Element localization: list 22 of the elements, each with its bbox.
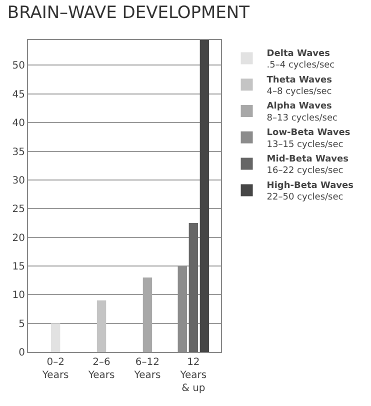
legend-label: High-Beta Waves 22–50 cycles/sec [266,180,354,203]
y-tick-label: 35 [12,146,25,158]
y-tick-label: 10 [12,290,25,302]
chart-title: BRAIN–WAVE DEVELOPMENT [7,2,250,23]
x-tick-label: 0–2 Years [41,357,69,381]
y-tick-label: 0 [18,348,25,358]
y-tick-label: 15 [12,261,25,272]
y-tick-label: 40 [12,118,25,130]
y-tick-label: 25 [12,204,25,216]
legend-label: Alpha Waves 8–13 cycles/sec [266,102,338,124]
y-tick-label: 45 [12,89,25,100]
legend-label: Mid-Beta Waves 16–22 cycles/sec [266,154,348,176]
x-tick-label: 12 Years & up [179,357,207,394]
legend-label: Theta Waves 4–8 cycles/sec [266,75,332,97]
y-tick-label: 20 [12,232,25,244]
x-tick-label: 2–6 Years [87,357,115,381]
legend-label: Low-Beta Waves 13–15 cycles/sec [266,128,350,150]
y-tick-label: 50 [12,60,25,72]
y-tick-label: 30 [12,175,25,186]
x-tick-label: 6–12 Years [133,357,161,381]
legend-label: Delta Waves .5–4 cycles/sec [266,48,335,71]
y-tick-label: 5 [18,318,25,330]
